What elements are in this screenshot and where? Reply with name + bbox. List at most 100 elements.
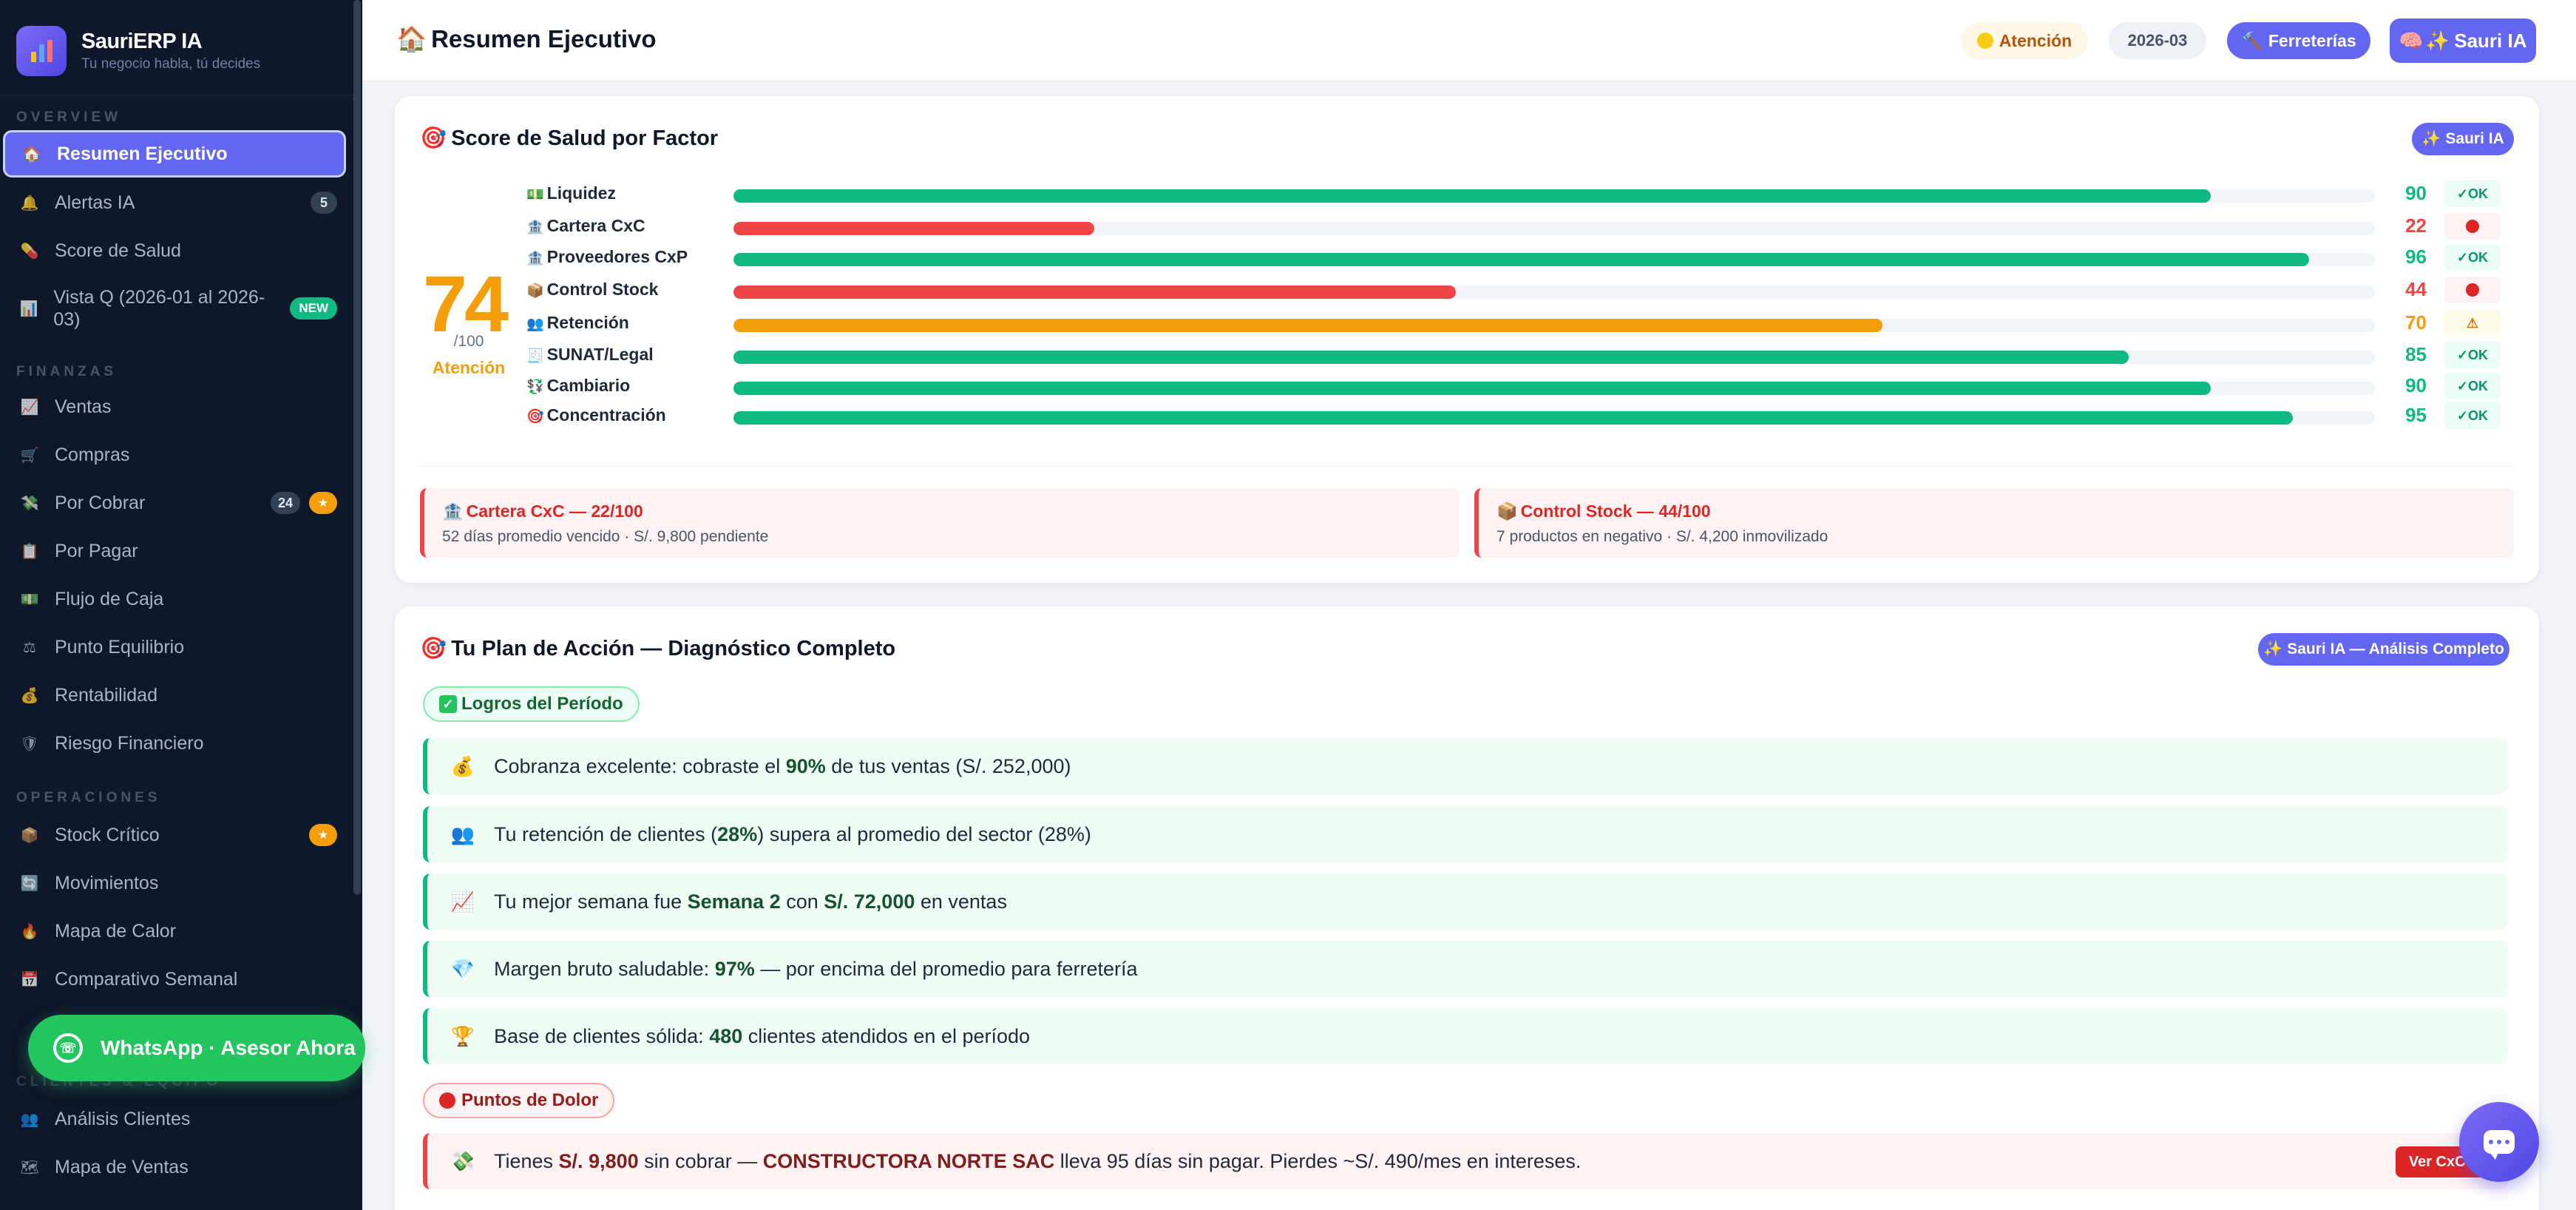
factor-bar-track: [733, 411, 2375, 425]
sidebar-item-compras[interactable]: 🛒 Compras: [3, 431, 346, 479]
sidebar-item-stock-critico[interactable]: 📦 Stock Crítico ★: [3, 811, 346, 859]
sidebar-item-movimientos[interactable]: 🔄 Movimientos: [3, 859, 346, 907]
sidebar-item-flujo-de-caja[interactable]: 💵 Flujo de Caja: [3, 575, 346, 623]
sidebar-item-label: Mapa de Calor: [55, 921, 176, 942]
star-badge: ★: [309, 492, 337, 514]
row-text: Base de clientes sólida: 480 clientes at…: [494, 1024, 1031, 1047]
factor-bar-track: [733, 222, 2375, 235]
sidebar-item-label: Riesgo Financiero: [55, 733, 204, 754]
sidebar-item-riesgo-financiero[interactable]: 🛡 Riesgo Financiero: [3, 720, 346, 767]
star-badge: ★: [309, 824, 337, 846]
factor-row: 👥 Retención 70 ⚠: [526, 307, 2515, 339]
sidebar-item-punto-equilibrio[interactable]: ⚖ Punto Equilibrio: [3, 623, 346, 671]
sidebar-item-label: Punto Equilibrio: [55, 637, 185, 658]
bank-icon: 🏦: [442, 501, 464, 521]
factor-icon: 🏦: [526, 251, 544, 266]
calendar-icon: 📅: [20, 971, 39, 988]
pain-points-label: Puntos de Dolor: [423, 1083, 615, 1118]
sidebar-item-label: Score de Salud: [55, 240, 181, 261]
factor-name: 👥 Retención: [526, 313, 629, 332]
sidebar-item-mapa-de-calor[interactable]: 🔥 Mapa de Calor: [3, 908, 346, 955]
sidebar-item-resumen-ejecutivo[interactable]: 🏠 Resumen Ejecutivo: [3, 130, 346, 178]
doc-icon: 📋: [20, 543, 39, 560]
sidebar-item-label: Por Cobrar: [55, 493, 146, 513]
sidebar-item-alertas-ia[interactable]: 🔔 Alertas IA 5: [3, 179, 346, 226]
chart-icon: 📊: [19, 300, 38, 317]
bag-icon: 💰: [20, 687, 39, 704]
sauri-ia-button[interactable]: 🧠 ✨ Sauri IA: [2390, 18, 2536, 63]
factor-icon: 💱: [526, 379, 544, 395]
overall-score: 74: [422, 259, 509, 348]
sidebar-item-label: Por Pagar: [55, 541, 138, 561]
achievement-row: 📈 Tu mejor semana fue Semana 2 con S/. 72…: [423, 873, 2508, 930]
alert-card-stock[interactable]: 📦 Control Stock — 44/100 7 productos en n…: [1474, 488, 2514, 558]
sparkle-icon: ✨: [2425, 29, 2450, 52]
whatsapp-button[interactable]: ☏ WhatsApp · Asesor Ahora: [28, 1015, 365, 1081]
factor-row: 🎯 Concentración 95 ✓OK: [526, 399, 2515, 432]
alert-title: 📦 Control Stock — 44/100: [1497, 501, 1711, 521]
fire-icon: 🔥: [20, 923, 39, 940]
shield-icon: 🛡: [20, 735, 39, 752]
score-status-label: Atención: [432, 358, 506, 377]
sidebar-item-label: Rentabilidad: [55, 685, 157, 706]
sidebar-item-vista-q[interactable]: 📊 Vista Q (2026-01 al 2026-03) NEW: [3, 283, 346, 334]
sector-button[interactable]: 🔨 Ferreterías: [2227, 22, 2370, 59]
factor-bar-track: [733, 253, 2375, 266]
health-card-title: 🎯 Score de Salud por Factor: [420, 126, 719, 150]
brand[interactable]: SauriERP IA Tu negocio habla, tú decides: [16, 25, 260, 77]
sidebar-scrollbar[interactable]: [353, 0, 361, 895]
factor-bar-fill: [733, 351, 2129, 364]
sidebar-item-mapa-de-ventas[interactable]: 🗺 Mapa de Ventas: [3, 1143, 346, 1191]
sidebar-item-label: Alertas IA: [55, 192, 135, 213]
factor-value: 85: [2405, 343, 2427, 365]
factor-name: 🏦 Cartera CxC: [526, 216, 645, 235]
period-badge[interactable]: 2026-03: [2109, 22, 2206, 59]
factor-name: 📦 Control Stock: [526, 280, 659, 299]
count-badge: 5: [311, 192, 337, 214]
factor-row: 📦 Control Stock 44: [526, 274, 2515, 306]
factor-name: 💱 Cambiario: [526, 376, 631, 395]
factor-value: 90: [2405, 374, 2427, 396]
sidebar-item-por-pagar[interactable]: 📋 Por Pagar: [3, 527, 346, 575]
factor-value: 70: [2405, 311, 2427, 334]
brand-name: SauriERP IA: [81, 30, 203, 53]
sidebar-item-label: Ventas: [55, 396, 112, 417]
factor-bar-fill: [733, 382, 2211, 395]
alert-card-cartera[interactable]: 🏦 Cartera CxC — 22/100 52 días promedio v…: [420, 488, 1460, 558]
factor-row: 💵 Liquidez 90 ✓OK: [526, 178, 2515, 210]
sidebar-item-analisis-clientes[interactable]: 👥 Análisis Clientes: [3, 1095, 346, 1143]
factor-status-badge: ✓OK: [2444, 180, 2501, 207]
achievement-row: 💰 Cobranza excelente: cobraste el 90% de …: [423, 738, 2508, 794]
sauri-ia-analysis-pill[interactable]: ✨ Sauri IA — Análisis Completo: [2258, 633, 2509, 666]
factor-bar-track: [733, 382, 2375, 395]
bell-icon: 🔔: [20, 195, 39, 212]
sidebar-item-score-de-salud[interactable]: 💊 Score de Salud: [3, 227, 346, 274]
factor-bar-fill: [733, 319, 1882, 332]
red-dot-icon: [2466, 283, 2479, 297]
chat-fab-button[interactable]: [2459, 1102, 2539, 1182]
alert-description: 7 productos en negativo · S/. 4,200 inmo…: [1497, 528, 1828, 545]
sidebar-item-label: Movimientos: [55, 873, 159, 893]
sidebar-item-label: Comparativo Semanal: [55, 969, 238, 990]
red-dot-icon: [2466, 220, 2479, 233]
pill-icon: 💊: [20, 243, 39, 260]
sidebar-item-rentabilidad[interactable]: 💰 Rentabilidad: [3, 672, 346, 719]
sidebar-item-ventas[interactable]: 📈 Ventas: [3, 383, 346, 430]
factor-icon: 🏦: [526, 220, 544, 235]
row-text: Tu retención de clientes (28%) supera al…: [494, 822, 1091, 845]
target-icon: 🎯: [420, 126, 447, 150]
pain-point-row: 💸 Tienes S/. 9,800 sin cobrar — CONSTRUCT…: [423, 1133, 2508, 1189]
sidebar-item-comparativo-semanal[interactable]: 📅 Comparativo Semanal: [3, 956, 346, 1003]
factor-bar-track: [733, 189, 2375, 203]
row-icon: 🏆: [450, 1024, 475, 1047]
cash-icon: 💵: [20, 591, 39, 608]
sidebar-item-por-cobrar[interactable]: 💸 Por Cobrar 24 ★: [3, 479, 346, 527]
sauri-ia-pill[interactable]: ✨ Sauri IA: [2412, 123, 2514, 155]
factor-icon: 🧾: [526, 348, 544, 364]
house-icon: 🏠: [396, 25, 427, 53]
achievement-row: 💎 Margen bruto saludable: 97% — por encim…: [423, 941, 2508, 997]
factor-name: 🏦 Proveedores CxP: [526, 247, 688, 266]
factor-icon: 🎯: [526, 409, 544, 425]
section-label-finanzas: FINANZAS: [16, 364, 118, 379]
factor-value: 44: [2405, 278, 2427, 300]
